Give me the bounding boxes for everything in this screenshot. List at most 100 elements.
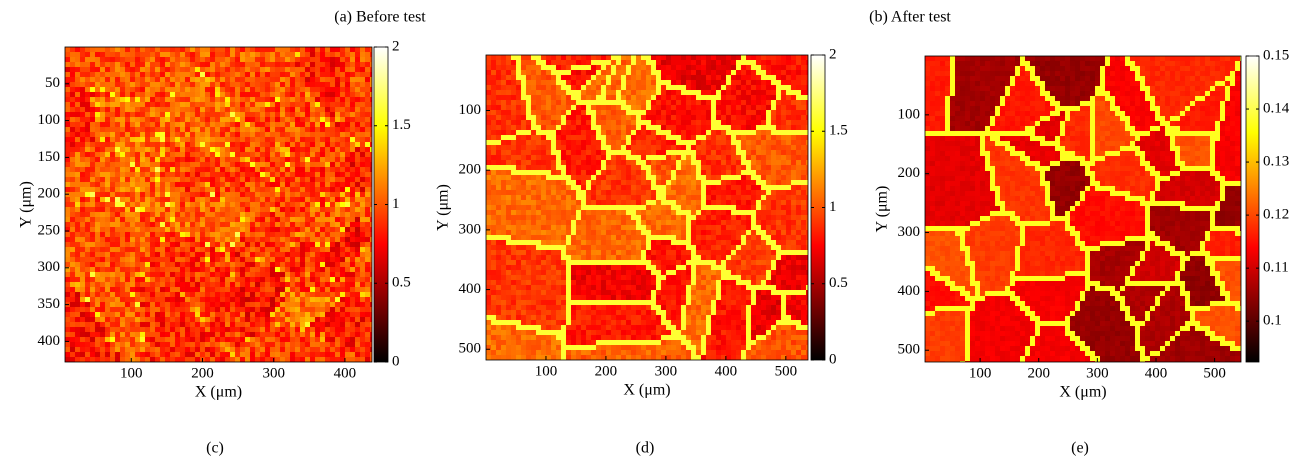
heatmap-cell [110, 232, 115, 237]
heatmap-cell [340, 307, 345, 312]
heatmap-cell [85, 122, 90, 127]
heatmap-cell [190, 192, 195, 197]
heatmap-cell [110, 332, 115, 337]
heatmap-cell [761, 85, 766, 90]
heatmap-cell [345, 232, 350, 237]
heatmap-cell [150, 72, 155, 77]
heatmap-cell [155, 342, 160, 347]
heatmap-cell [130, 237, 135, 242]
heatmap-cell [526, 90, 531, 95]
heatmap-cell [215, 182, 220, 187]
heatmap-cell [215, 212, 220, 217]
heatmap-cell [491, 120, 496, 125]
heatmap-cell [335, 97, 340, 102]
heatmap-cell [125, 147, 130, 152]
heatmap-cell [255, 62, 260, 67]
heatmap-cell [736, 120, 741, 125]
heatmap-cell [245, 207, 250, 212]
heatmap-cell [300, 127, 305, 132]
heatmap-cell [355, 197, 360, 202]
heatmap-cell [95, 297, 100, 302]
heatmap-cell [220, 317, 225, 322]
heatmap-cell [65, 107, 70, 112]
heatmap-cell [160, 137, 165, 142]
heatmap-cell [766, 110, 771, 115]
heatmap-cell [781, 70, 786, 75]
heatmap-cell [65, 92, 70, 97]
heatmap-cell [751, 110, 756, 115]
heatmap-cell [95, 322, 100, 327]
heatmap-cell [250, 142, 255, 147]
heatmap-cell [345, 177, 350, 182]
heatmap-cell [646, 130, 651, 135]
heatmap-cell [240, 92, 245, 97]
heatmap-cell [320, 107, 325, 112]
heatmap-cell [370, 102, 372, 107]
heatmap-cell [225, 112, 230, 117]
heatmap-cell [150, 77, 155, 82]
heatmap-cell [270, 137, 275, 142]
heatmap-cell [85, 317, 90, 322]
heatmap-cell [270, 152, 275, 157]
heatmap-cell [190, 77, 195, 82]
heatmap-cell [526, 120, 531, 125]
heatmap-cell [230, 132, 235, 137]
heatmap-cell [365, 192, 370, 197]
heatmap-cell [115, 57, 120, 62]
heatmap-cell [235, 172, 240, 177]
heatmap-cell [360, 187, 365, 192]
heatmap-cell [496, 110, 501, 115]
heatmap-cell [551, 65, 556, 70]
heatmap-cell [240, 227, 245, 232]
heatmap-cell [130, 167, 135, 172]
heatmap-cell [651, 105, 656, 110]
heatmap-cell [65, 292, 70, 297]
heatmap-cell [235, 72, 240, 77]
heatmap-cell [185, 122, 190, 127]
heatmap-cell [501, 80, 506, 85]
heatmap-cell [260, 192, 265, 197]
heatmap-cell [320, 202, 325, 207]
heatmap-cell [135, 147, 140, 152]
heatmap-cell [220, 162, 225, 167]
heatmap-cell [636, 125, 641, 130]
heatmap-cell [105, 67, 110, 72]
heatmap-cell [225, 272, 230, 277]
heatmap-cell [566, 130, 571, 135]
heatmap-cell [305, 122, 310, 127]
heatmap-cell [320, 252, 325, 257]
heatmap-cell [285, 307, 290, 312]
heatmap-cell [125, 62, 130, 67]
heatmap-cell [285, 102, 290, 107]
heatmap [486, 55, 808, 360]
heatmap-cell [140, 277, 145, 282]
heatmap-cell [140, 142, 145, 147]
heatmap-cell [270, 312, 275, 317]
heatmap-cell [285, 62, 290, 67]
heatmap-cell [360, 62, 365, 67]
heatmap-cell [280, 157, 285, 162]
heatmap-cell [526, 80, 531, 85]
heatmap-cell [225, 262, 230, 267]
heatmap-cell [160, 352, 165, 357]
heatmap-cell [360, 307, 365, 312]
heatmap-cell [360, 342, 365, 347]
heatmap-cell [135, 52, 140, 57]
heatmap-cell [190, 47, 195, 52]
heatmap-cell [621, 115, 626, 120]
heatmap-cell [255, 137, 260, 142]
heatmap-cell [75, 267, 80, 272]
heatmap-cell [75, 337, 80, 342]
heatmap-cell [70, 182, 75, 187]
heatmap-cell [596, 80, 601, 85]
heatmap-cell [105, 357, 110, 362]
heatmap-cell [310, 337, 315, 342]
heatmap-cell [596, 75, 601, 80]
heatmap-cell [165, 67, 170, 72]
heatmap-cell [235, 102, 240, 107]
heatmap-cell [546, 120, 551, 125]
heatmap-cell [290, 177, 295, 182]
heatmap-cell [90, 117, 95, 122]
heatmap-cell [781, 105, 786, 110]
heatmap-cell [275, 337, 280, 342]
